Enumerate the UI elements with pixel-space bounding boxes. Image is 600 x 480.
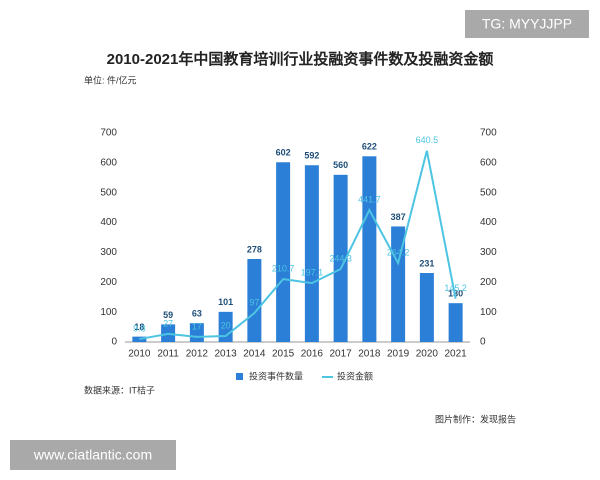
y-tick-label: 400 bbox=[100, 217, 117, 228]
watermark-box bbox=[10, 440, 176, 470]
credit: 图片制作：发现报告 bbox=[435, 413, 516, 424]
source: 数据来源：IT桔子 bbox=[84, 384, 155, 395]
x-tick-label: 2019 bbox=[387, 349, 410, 360]
x-tick-label: 2018 bbox=[358, 349, 381, 360]
x-tick-label: 2010 bbox=[128, 349, 151, 360]
legend-label: 投资金额 bbox=[337, 370, 373, 381]
y-tick-label: 700 bbox=[100, 128, 117, 139]
bar bbox=[276, 162, 291, 342]
y2-tick-label: 500 bbox=[480, 187, 497, 198]
line-label: 244.3 bbox=[329, 253, 352, 263]
line-label: 27 bbox=[163, 318, 173, 328]
line-label: 441.7 bbox=[358, 194, 381, 204]
bar bbox=[448, 303, 463, 342]
legend-swatch bbox=[236, 373, 243, 380]
bar-label: 18 bbox=[134, 322, 144, 332]
line bbox=[139, 150, 457, 341]
bar-label: 592 bbox=[304, 151, 319, 161]
y2-tick-label: 600 bbox=[480, 157, 497, 168]
y-tick-label: 500 bbox=[100, 187, 117, 198]
line-label: 197.1 bbox=[301, 268, 324, 278]
watermark: www.ciatlantic.com bbox=[33, 447, 152, 463]
bar-label: 63 bbox=[192, 309, 202, 319]
y-tick-label: 300 bbox=[100, 247, 117, 258]
unit-label: 单位: 件/亿元 bbox=[84, 74, 137, 85]
bar-label: 101 bbox=[218, 297, 233, 307]
x-tick-label: 2017 bbox=[330, 349, 353, 360]
bar bbox=[304, 165, 319, 342]
y2-tick-label: 0 bbox=[480, 337, 486, 348]
x-tick-label: 2013 bbox=[215, 349, 238, 360]
y-tick-label: 100 bbox=[100, 307, 117, 318]
watermark-box bbox=[465, 10, 589, 38]
bar-label: 231 bbox=[419, 258, 434, 268]
line-label: 145.2 bbox=[444, 283, 467, 293]
x-tick-label: 2015 bbox=[272, 349, 295, 360]
bar-label: 622 bbox=[362, 142, 377, 152]
x-tick-label: 2011 bbox=[157, 349, 179, 360]
watermark: TG: MYYJJPP bbox=[482, 16, 572, 32]
bar bbox=[419, 273, 434, 342]
x-tick-label: 2016 bbox=[301, 349, 324, 360]
legend-label: 投资事件数量 bbox=[249, 370, 303, 381]
y2-tick-label: 700 bbox=[480, 128, 497, 139]
bar-label: 59 bbox=[163, 310, 173, 320]
x-tick-label: 2014 bbox=[243, 349, 266, 360]
y2-tick-label: 100 bbox=[480, 307, 497, 318]
y2-tick-label: 400 bbox=[480, 217, 497, 228]
bar bbox=[333, 174, 348, 342]
bar-label: 560 bbox=[333, 160, 348, 170]
y-tick-label: 0 bbox=[111, 337, 117, 348]
bar-label: 278 bbox=[247, 244, 262, 254]
line-label: 9.8 bbox=[133, 323, 146, 333]
line-label: 640.5 bbox=[416, 135, 439, 145]
line-label: 20 bbox=[221, 320, 231, 330]
bar-label: 602 bbox=[276, 148, 291, 158]
x-tick-label: 2020 bbox=[416, 349, 439, 360]
line-label: 264.2 bbox=[387, 247, 410, 257]
bar-label: 387 bbox=[391, 212, 406, 222]
chart-title: 2010-2021年中国教育培训行业投融资事件数及投融资金额 bbox=[107, 50, 494, 68]
line-label: 210.7 bbox=[272, 263, 295, 273]
bar bbox=[132, 336, 147, 342]
y2-tick-label: 200 bbox=[480, 277, 497, 288]
x-tick-label: 2021 bbox=[445, 349, 468, 360]
line-label: 17 bbox=[192, 321, 202, 331]
y2-tick-label: 300 bbox=[480, 247, 497, 258]
x-tick-label: 2012 bbox=[186, 349, 209, 360]
y-tick-label: 200 bbox=[100, 277, 117, 288]
bar bbox=[362, 156, 377, 342]
bar bbox=[247, 258, 262, 342]
y-tick-label: 600 bbox=[100, 157, 117, 168]
line-label: 97 bbox=[249, 297, 259, 307]
